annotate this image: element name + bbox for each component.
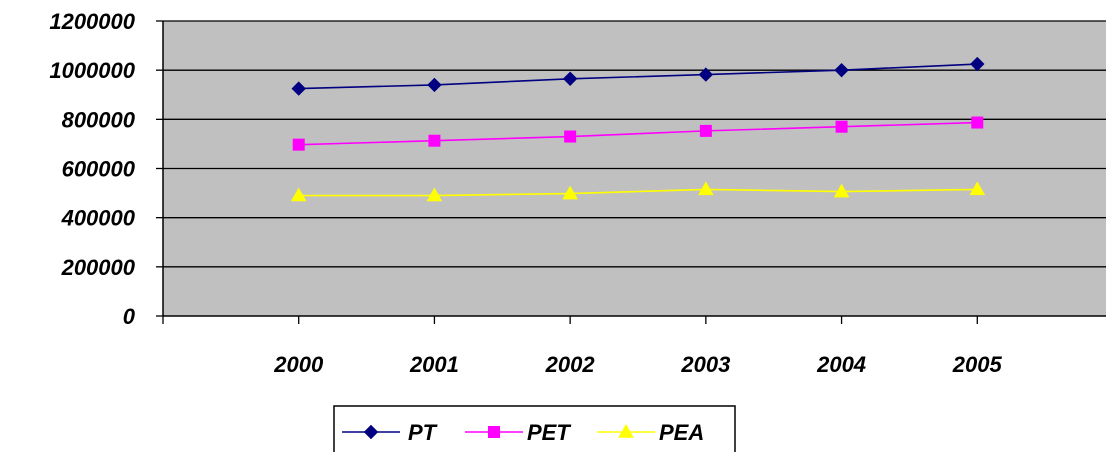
data-point-pet [292, 138, 305, 151]
data-point-pet [428, 134, 441, 147]
x-tick-label: 2004 [816, 352, 866, 377]
series-pea [290, 181, 986, 202]
legend-label: PT [408, 420, 438, 445]
y-tick-label: 1200000 [49, 9, 135, 34]
legend-entry-pt: PT [342, 420, 438, 445]
data-point-pt [291, 81, 306, 96]
data-point-pea [969, 181, 986, 196]
series-line-pet [298, 121, 978, 146]
legend-entry-pet: PET [465, 420, 571, 445]
y-tick-label: 400000 [61, 206, 136, 231]
series-lines [290, 56, 986, 202]
gridlines [163, 20, 1106, 268]
series-line-pt [298, 63, 978, 90]
data-point-pt [834, 62, 849, 78]
x-tick-label: 2003 [680, 352, 730, 377]
data-point-pet [835, 120, 848, 133]
legend-marker-triangle [618, 423, 634, 438]
legend-entry-pea: PEA [597, 420, 704, 445]
legend-marker-square [488, 426, 500, 438]
y-tick-label: 0 [123, 304, 136, 329]
data-point-pet [699, 124, 712, 137]
data-point-pea [290, 187, 307, 202]
x-tick-label: 2002 [545, 352, 596, 377]
data-point-pea [697, 181, 714, 196]
data-point-pt [698, 67, 714, 82]
legend-label: PEA [659, 420, 704, 445]
data-point-pea [562, 185, 579, 200]
data-point-pet [564, 130, 577, 143]
series-pt [291, 56, 985, 96]
data-point-pt [562, 71, 578, 86]
legend-box [333, 405, 736, 457]
legend-marker-diamond [363, 424, 379, 440]
data-point-pt [970, 56, 985, 72]
x-tick-label: 2000 [273, 352, 324, 377]
y-tick-label: 800000 [62, 107, 136, 132]
y-tick-label: 200000 [61, 255, 136, 280]
data-point-pt [427, 77, 442, 93]
y-tick-label: 600000 [62, 157, 136, 182]
data-point-pet [971, 116, 984, 129]
y-tick-label: 1000000 [49, 58, 135, 83]
axes [156, 20, 1106, 324]
series-pet [292, 116, 984, 151]
data-point-pea [426, 187, 443, 202]
x-tick-labels: 2000 2001 2002 2003 2004 2005 [273, 352, 1002, 377]
legend-label: PET [527, 420, 571, 445]
series-line-pea [298, 188, 978, 197]
x-tick-label: 2005 [952, 352, 1003, 377]
data-point-pea [833, 183, 850, 198]
legend: PT PET PEA [333, 405, 736, 457]
x-tick-label: 2001 [409, 352, 459, 377]
y-tick-labels: 0 200000 400000 600000 800000 1000000 1200000 [49, 9, 135, 329]
